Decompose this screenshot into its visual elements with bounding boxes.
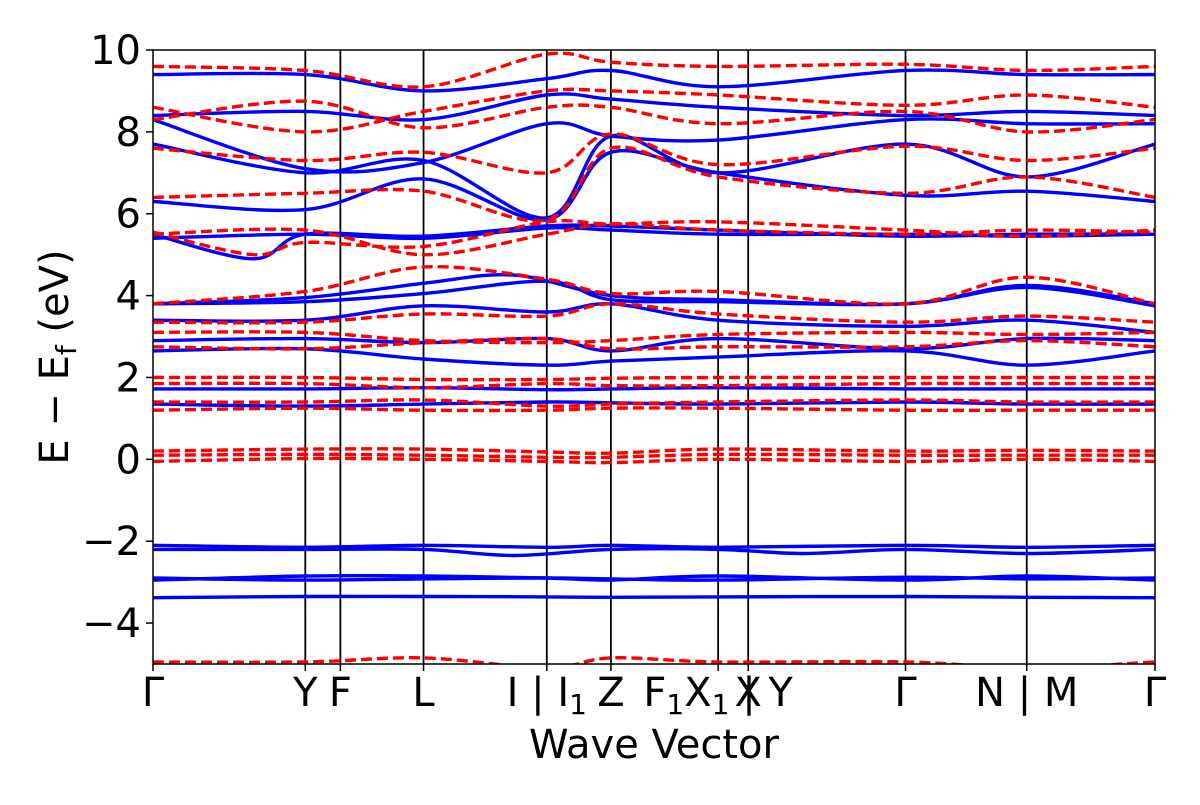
x-tick-label: Γ	[894, 670, 917, 716]
band-line	[153, 87, 1155, 134]
x-axis-ticks: Γ YF L I | I1​Z F1​X1​ | YX Γ N | M Γ	[142, 664, 1167, 721]
x-tick-label: N | M	[975, 670, 1078, 716]
band-line	[153, 385, 1155, 392]
y-tick-label: −4	[82, 601, 141, 647]
band-line	[153, 218, 1155, 257]
band-line	[153, 148, 1155, 222]
y-tick-label: 0	[116, 437, 141, 483]
x-tick-label: F1​X1​ | Y	[643, 670, 793, 721]
y-axis-title-unit: (eV)	[32, 249, 78, 345]
x-tick-label: Y	[292, 670, 318, 716]
x-tick-label: F	[329, 670, 352, 716]
y-tick-label: −2	[82, 519, 141, 565]
y-tick-label: 10	[90, 28, 141, 74]
x-tick-label: X	[734, 670, 761, 716]
plot-frame	[152, 49, 1156, 665]
y-tick-label: 6	[116, 192, 141, 238]
band-line	[153, 575, 1155, 582]
band-line	[153, 398, 1155, 408]
band-line	[153, 264, 1155, 306]
x-tick-label: Γ	[1144, 670, 1167, 716]
band-line	[153, 447, 1155, 456]
band-line	[153, 594, 1155, 600]
band-line	[153, 99, 1155, 134]
band-series	[153, 51, 1155, 664]
band-line	[153, 51, 1155, 89]
band-line	[153, 132, 1155, 175]
x-tick-label: I | I1​	[507, 670, 587, 721]
y-tick-label: 8	[116, 110, 141, 156]
band-line	[153, 452, 1155, 460]
band-line	[153, 92, 1155, 122]
band-line	[153, 117, 1155, 174]
x-tick-label: Γ	[142, 670, 165, 716]
band-line	[153, 145, 1155, 223]
band-line	[153, 543, 1155, 549]
band-line	[153, 381, 1155, 390]
x-tick-label: L	[412, 670, 435, 716]
y-axis-title: E − Ef (eV)	[32, 249, 83, 464]
x-tick-label: Z	[597, 670, 624, 716]
y-axis-ticks: −4 −2 0 2 4 6 8 10	[82, 28, 153, 647]
band-line	[153, 375, 1155, 382]
y-axis-title-main: E − E	[32, 355, 78, 465]
band-line	[153, 406, 1155, 413]
band-line	[153, 547, 1155, 558]
band-series-2	[153, 51, 1155, 664]
band-line	[153, 330, 1155, 345]
x-axis-title: Wave Vector	[529, 722, 780, 768]
band-line	[153, 656, 1155, 664]
y-tick-label: 4	[116, 274, 141, 320]
band-line	[153, 273, 1155, 307]
band-line	[153, 456, 1155, 465]
band-line	[153, 302, 1155, 325]
y-axis-title-subscript: f	[50, 344, 83, 355]
band-line	[153, 68, 1155, 93]
band-line	[153, 346, 1155, 367]
y-tick-label: 2	[116, 355, 141, 401]
band-line	[153, 336, 1155, 351]
